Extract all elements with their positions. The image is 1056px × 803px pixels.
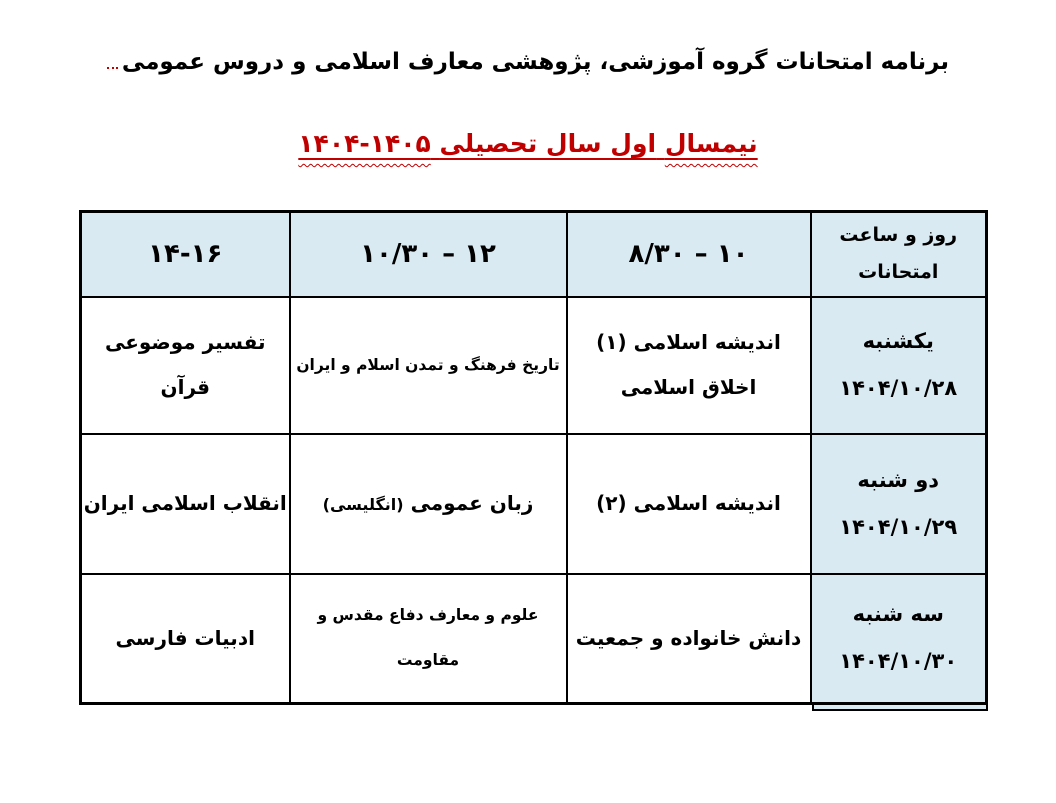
- document-title: برنامه امتحانات گروه آموزشی، پژوهشی معار…: [0, 46, 1056, 78]
- day-date: ۱۴۰۴/۱۰/۲۸: [839, 376, 958, 400]
- subtitle-academic-years: ۱۴۰۴-۱۴۰۵: [298, 129, 431, 158]
- exam-course-line2: اخلاق اسلامی: [620, 375, 757, 399]
- document-title-text: برنامه امتحانات گروه آموزشی، پژوهشی معار…: [121, 49, 950, 75]
- exam-course: اندیشه اسلامی (۲): [596, 491, 781, 515]
- table-header-row: روز و ساعت امتحانات ۸/۳۰ – ۱۰ ۱۰/۳۰ – ۱۲…: [79, 210, 988, 298]
- time-slot-header-830-10: ۸/۳۰ – ۱۰: [565, 210, 812, 298]
- exam-course: انقلاب اسلامی ایران: [83, 491, 287, 515]
- exam-course: علوم و معارف دفاع مقدس و مقاومت: [317, 606, 539, 670]
- exam-cell-sunday-slot3: تفسیر موضوعی قرآن: [79, 295, 291, 435]
- corner-header-line1: روز و ساعت: [839, 224, 958, 247]
- exam-cell-tuesday-slot1: دانش خانواده و جمعیت: [565, 572, 812, 705]
- exam-cell-tuesday-slot3: ادبیات فارسی: [79, 572, 291, 705]
- exam-cell-tuesday-slot2: علوم و معارف دفاع مقدس و مقاومت: [288, 572, 568, 705]
- clipped-next-row-fragment: [812, 705, 988, 711]
- day-cell-sunday: یکشنبه ۱۴۰۴/۱۰/۲۸: [809, 295, 988, 435]
- exam-course-main: زبان عمومی: [410, 490, 534, 515]
- day-date: ۱۴۰۴/۱۰/۲۹: [839, 514, 958, 539]
- day-cell-tuesday: سه شنبه ۱۴۰۴/۱۰/۳۰: [809, 572, 988, 705]
- exam-course: تفسیر موضوعی قرآن: [104, 330, 266, 399]
- exam-course-line1: اندیشه اسلامی (۱): [596, 330, 781, 354]
- exam-cell-monday-slot2: زبان عمومی (انگلیسی): [288, 432, 568, 575]
- document-subtitle: نیمسال اول سال تحصیلی ۱۴۰۴-۱۴۰۵: [0, 126, 1056, 162]
- day-name: دو شنبه: [857, 467, 940, 492]
- day-name: یکشنبه: [862, 329, 934, 353]
- exam-cell-monday-slot3: انقلاب اسلامی ایران: [79, 432, 291, 575]
- time-slot-header-1030-12: ۱۰/۳۰ – ۱۲: [288, 210, 568, 298]
- exam-course: دانش خانواده و جمعیت: [575, 625, 802, 650]
- spellcheck-squiggle-icon: [106, 59, 118, 69]
- subtitle-rest-text: اول سال تحصیلی: [439, 129, 657, 158]
- exam-course-parenthetical: (انگلیسی): [322, 494, 404, 514]
- day-date: ۱۴۰۴/۱۰/۳۰: [839, 649, 958, 674]
- exam-cell-sunday-slot2: تاریخ فرهنگ و تمدن اسلام و ایران: [288, 295, 568, 435]
- table-row-sunday: یکشنبه ۱۴۰۴/۱۰/۲۸ اندیشه اسلامی (۱) اخلا…: [79, 295, 988, 435]
- exam-cell-sunday-slot1: اندیشه اسلامی (۱) اخلاق اسلامی: [565, 295, 812, 435]
- exam-cell-monday-slot1: اندیشه اسلامی (۲): [565, 432, 812, 575]
- exam-course: ادبیات فارسی: [115, 625, 255, 650]
- time-slot-header-14-16: ۱۴-۱۶: [79, 210, 291, 298]
- corner-header-line2: امتحانات: [858, 261, 939, 284]
- table-row-monday: دو شنبه ۱۴۰۴/۱۰/۲۹ اندیشه اسلامی (۲) زبا…: [79, 432, 988, 575]
- document-page: برنامه امتحانات گروه آموزشی، پژوهشی معار…: [0, 46, 1056, 803]
- exam-course: تاریخ فرهنگ و تمدن اسلام و ایران: [296, 355, 560, 374]
- corner-header-day-time: روز و ساعت امتحانات: [809, 210, 988, 298]
- day-cell-monday: دو شنبه ۱۴۰۴/۱۰/۲۹: [809, 432, 988, 575]
- day-name: سه شنبه: [852, 602, 944, 627]
- exam-schedule-table: روز و ساعت امتحانات ۸/۳۰ – ۱۰ ۱۰/۳۰ – ۱۲…: [79, 210, 988, 705]
- table-row-tuesday: سه شنبه ۱۴۰۴/۱۰/۳۰ دانش خانواده و جمعیت …: [79, 572, 988, 705]
- subtitle-word-semester: نیمسال: [664, 129, 758, 158]
- exam-course: زبان عمومی (انگلیسی): [292, 481, 565, 527]
